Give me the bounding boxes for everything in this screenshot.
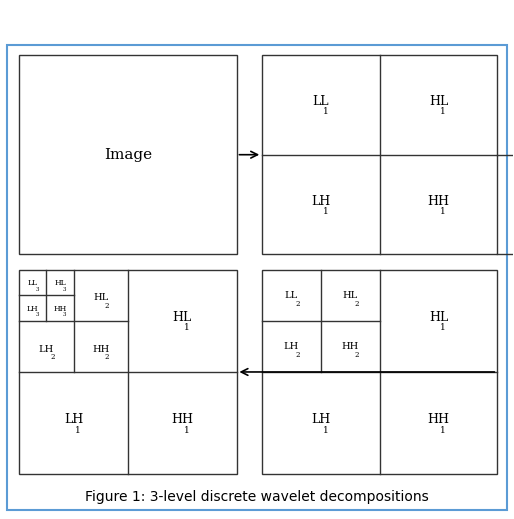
Text: LL: LL xyxy=(28,279,38,287)
Bar xyxy=(20,270,236,474)
Text: 1: 1 xyxy=(440,107,446,116)
Text: HH: HH xyxy=(428,413,449,426)
Text: LH: LH xyxy=(64,413,83,426)
Text: HL: HL xyxy=(93,293,108,303)
Text: 1: 1 xyxy=(440,207,446,216)
Bar xyxy=(262,270,497,474)
Text: HH: HH xyxy=(171,413,193,426)
Text: LH: LH xyxy=(311,195,331,208)
Text: 1: 1 xyxy=(440,323,446,332)
Text: 2: 2 xyxy=(354,351,359,359)
Text: HL: HL xyxy=(429,95,448,108)
Text: HH: HH xyxy=(53,305,67,312)
Text: HL: HL xyxy=(54,279,66,287)
Text: 2: 2 xyxy=(296,351,300,359)
Text: LH: LH xyxy=(27,305,39,312)
Text: HL: HL xyxy=(343,291,358,300)
Text: 1: 1 xyxy=(440,426,446,434)
Text: 1: 1 xyxy=(323,207,328,216)
Text: 2: 2 xyxy=(104,353,109,362)
Text: 2: 2 xyxy=(50,353,54,362)
Text: LH: LH xyxy=(39,345,54,353)
Text: LH: LH xyxy=(311,413,331,426)
Text: HH: HH xyxy=(92,345,109,353)
Text: HL: HL xyxy=(173,311,192,324)
Text: 2: 2 xyxy=(354,300,359,308)
Text: 1: 1 xyxy=(75,426,81,434)
Text: 1: 1 xyxy=(323,426,328,434)
Text: Image: Image xyxy=(104,148,152,162)
Text: Figure 1: 3-level discrete wavelet decompositions: Figure 1: 3-level discrete wavelet decom… xyxy=(85,490,429,504)
Text: 3: 3 xyxy=(62,312,66,317)
Text: 3: 3 xyxy=(62,286,66,292)
Text: 3: 3 xyxy=(35,286,39,292)
Text: 1: 1 xyxy=(184,426,190,434)
Text: HL: HL xyxy=(429,311,448,324)
Text: 1: 1 xyxy=(184,323,190,332)
Text: LL: LL xyxy=(285,291,298,300)
Text: 2: 2 xyxy=(296,300,300,308)
Text: HH: HH xyxy=(342,342,359,351)
Text: 2: 2 xyxy=(104,303,109,310)
Text: HH: HH xyxy=(428,195,449,208)
Bar xyxy=(20,55,236,254)
Bar xyxy=(262,55,497,254)
Text: 3: 3 xyxy=(35,312,39,317)
Text: LL: LL xyxy=(313,95,329,108)
Text: 1: 1 xyxy=(323,107,328,116)
Text: LH: LH xyxy=(284,342,299,351)
